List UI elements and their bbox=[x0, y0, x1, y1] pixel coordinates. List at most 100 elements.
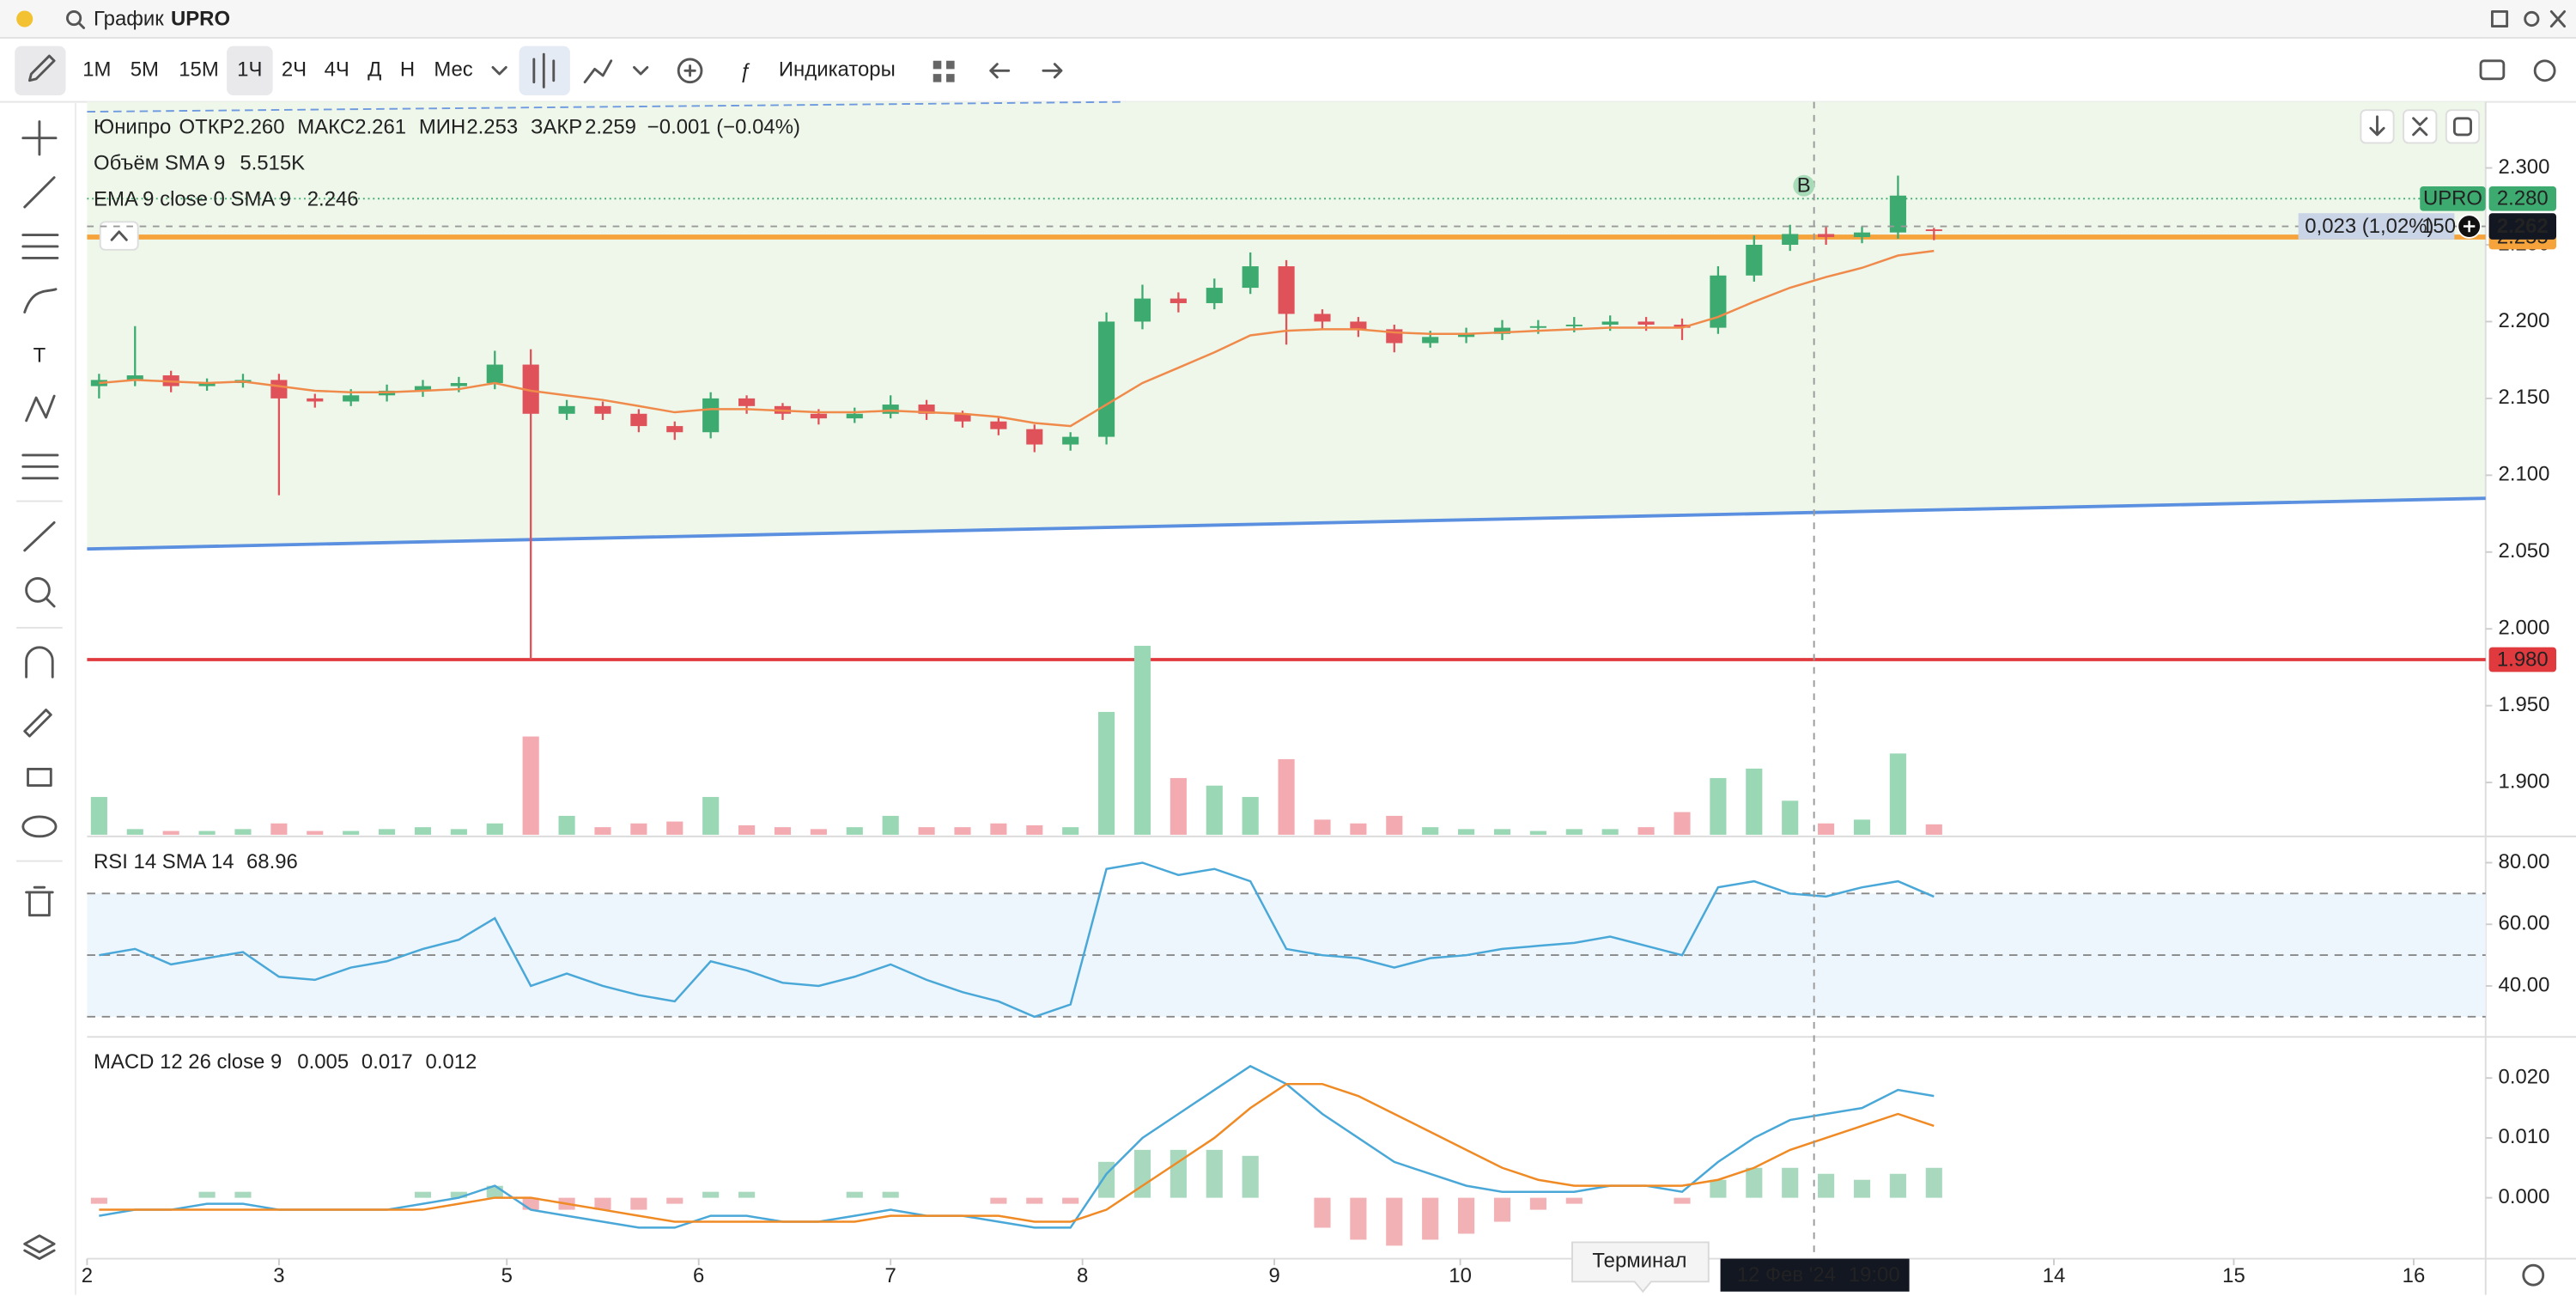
interval-button[interactable]: 5М bbox=[131, 58, 159, 82]
y-tick-label: 2.200 bbox=[2499, 309, 2550, 332]
crosshair-tool[interactable] bbox=[21, 120, 58, 156]
hide-tool[interactable] bbox=[21, 815, 58, 838]
measure-box bbox=[2298, 213, 2455, 240]
snapshot-icon[interactable] bbox=[2479, 59, 2506, 81]
pane-button[interactable] bbox=[2403, 109, 2438, 144]
volume-bar bbox=[1206, 785, 1223, 835]
interval-button[interactable]: 4Ч bbox=[325, 58, 349, 82]
add-order-icon bbox=[2463, 220, 2476, 233]
volume-bar bbox=[1746, 768, 1763, 835]
pattern-tool[interactable] bbox=[25, 394, 56, 423]
text-tool[interactable]: T bbox=[33, 344, 46, 367]
ruler-tool[interactable] bbox=[23, 520, 56, 552]
chevron[interactable] bbox=[491, 66, 649, 76]
candle-body bbox=[738, 398, 756, 406]
brush-tool[interactable] bbox=[23, 288, 58, 313]
templates-icon[interactable] bbox=[933, 60, 955, 82]
crosshair-price-text: 2.262 bbox=[2497, 215, 2549, 238]
volume-bar bbox=[630, 823, 647, 835]
macd-histogram-bar bbox=[1026, 1197, 1043, 1204]
volume-legend: Объём SMA 9 bbox=[94, 152, 225, 175]
crosshair-time-label bbox=[1720, 1258, 1910, 1292]
measure-bars: 150 bbox=[2421, 215, 2456, 238]
candle-body bbox=[1278, 266, 1295, 314]
volume-bar bbox=[666, 821, 683, 835]
interval-button[interactable]: Д bbox=[368, 58, 381, 82]
candle-body bbox=[810, 413, 827, 419]
volume-bar bbox=[1565, 829, 1583, 835]
title-bar bbox=[0, 0, 2576, 39]
undo-icon[interactable] bbox=[989, 63, 1011, 79]
magnet-tool[interactable] bbox=[25, 646, 54, 678]
delete-tool[interactable] bbox=[25, 885, 54, 917]
interval-button[interactable]: Мес bbox=[434, 58, 472, 82]
macd-histogram-bar bbox=[990, 1197, 1007, 1204]
macd-histogram-bar bbox=[702, 1191, 720, 1198]
candle-body bbox=[1493, 327, 1511, 334]
publish-icon[interactable] bbox=[2533, 59, 2556, 82]
volume-bar bbox=[307, 831, 324, 835]
macd-histogram-bar bbox=[1493, 1197, 1511, 1222]
indicators-button[interactable]: Индикаторы bbox=[779, 58, 896, 82]
y-tick-label: 1.950 bbox=[2499, 693, 2550, 716]
candle-body bbox=[270, 380, 288, 399]
fx-icon[interactable]: ƒ bbox=[739, 59, 750, 82]
volume-bar bbox=[1853, 819, 1871, 835]
y-tick-label: 60.00 bbox=[2499, 912, 2550, 935]
zoom-tool[interactable] bbox=[25, 577, 51, 603]
axis-settings[interactable] bbox=[2522, 1263, 2545, 1287]
candle-body bbox=[630, 413, 647, 427]
volume-bar bbox=[1242, 796, 1259, 835]
interval-button[interactable]: 1Ч bbox=[237, 58, 262, 82]
candle-body bbox=[558, 405, 575, 414]
line-tool[interactable] bbox=[23, 176, 56, 209]
interval-button[interactable]: 15М bbox=[179, 58, 219, 82]
volume-bar bbox=[702, 796, 720, 835]
collapse-button[interactable] bbox=[99, 221, 139, 251]
fib-tool[interactable] bbox=[21, 234, 59, 259]
lock-drawings-tool[interactable] bbox=[23, 709, 52, 738]
lock-tool[interactable] bbox=[27, 767, 52, 787]
macd-histogram-bar bbox=[1133, 1149, 1151, 1198]
interval-button[interactable]: 1М bbox=[82, 58, 111, 82]
compare-icon[interactable] bbox=[677, 58, 703, 84]
volume-bar bbox=[1386, 815, 1403, 835]
x-tick-label: 10 bbox=[1449, 1264, 1472, 1287]
search-icon[interactable] bbox=[66, 9, 82, 27]
rsi-value: 68.96 bbox=[246, 850, 298, 873]
interval-selected bbox=[227, 46, 273, 95]
candle-body bbox=[1565, 325, 1583, 326]
volume-bar bbox=[1350, 823, 1367, 835]
candle-body bbox=[1206, 288, 1223, 303]
tooltip-text: Терминал bbox=[1592, 1250, 1686, 1273]
window-symbol[interactable]: UPRO bbox=[171, 7, 230, 30]
y-tick-label: 1.900 bbox=[2499, 770, 2550, 793]
ema-legend: EMA 9 close 0 SMA 9 bbox=[94, 188, 291, 211]
close-icon[interactable] bbox=[2549, 9, 2567, 28]
settings-icon[interactable] bbox=[2524, 10, 2540, 27]
x-tick-label: 6 bbox=[693, 1264, 704, 1287]
volume-bar bbox=[1601, 829, 1619, 835]
macd-value: 0.005 bbox=[297, 1050, 349, 1074]
candle-body bbox=[1746, 244, 1763, 276]
selected-tool[interactable] bbox=[15, 46, 66, 95]
area-icon[interactable] bbox=[583, 59, 613, 84]
macd-histogram-bar bbox=[1853, 1179, 1871, 1198]
layers-icon[interactable] bbox=[23, 1234, 56, 1260]
window-dot[interactable] bbox=[16, 10, 33, 27]
volume-bar bbox=[522, 736, 539, 835]
legend-label: МИН bbox=[419, 116, 465, 139]
candle-body bbox=[1925, 229, 1942, 232]
candle-body bbox=[666, 426, 683, 433]
interval-button[interactable]: Н bbox=[400, 58, 415, 82]
redo-icon[interactable] bbox=[1042, 63, 1063, 79]
macd-histogram-bar bbox=[1062, 1197, 1079, 1204]
y-tick-label: 2.050 bbox=[2499, 539, 2550, 563]
restore-icon[interactable] bbox=[2490, 9, 2509, 28]
interval-button[interactable]: 2Ч bbox=[282, 58, 307, 82]
pane-button[interactable] bbox=[2445, 109, 2481, 144]
macd-histogram-bar bbox=[1386, 1197, 1403, 1246]
ema-value: 2.246 bbox=[307, 188, 359, 211]
macd-histogram-bar bbox=[1458, 1197, 1475, 1234]
prediction-tool[interactable] bbox=[21, 453, 59, 480]
